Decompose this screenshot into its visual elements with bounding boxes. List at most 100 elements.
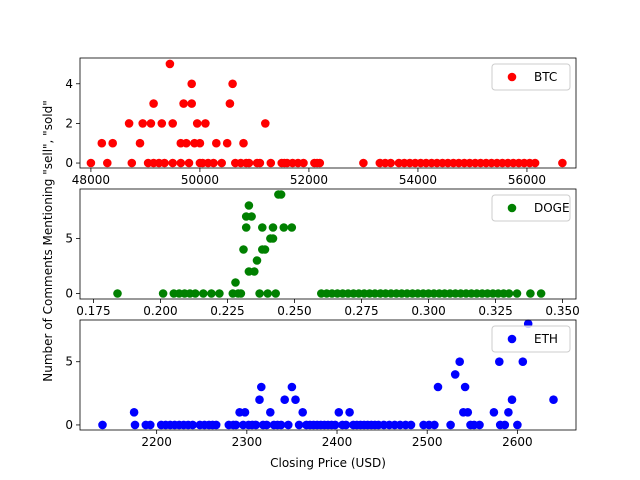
data-point [330,420,340,430]
data-point [129,408,139,417]
data-point [241,223,251,232]
data-point [475,420,484,430]
data-point [276,190,286,199]
data-point [201,119,210,128]
data-point [341,420,351,430]
x-tick-label: 0.175 [76,304,110,318]
data-point [299,158,308,168]
data-point [460,382,470,392]
x-tick-label: 0.325 [478,304,512,318]
data-point [276,420,286,430]
data-point [500,420,510,430]
data-point [168,158,177,168]
chart-panels: 48000 50000 52000 54000 56000 0 2 4 BTC 0.175 0.20… [65,57,580,449]
x-tick-label: 52000 [290,173,328,187]
data-point [260,245,270,254]
data-point [284,420,293,430]
data-point [518,357,528,367]
data-point [98,420,107,430]
data-point [138,119,147,128]
data-point [108,138,117,148]
data-point [430,420,439,430]
data-point [165,59,175,69]
data-point [298,408,308,417]
data-point [127,158,137,168]
data-point [225,99,235,108]
data-point [252,256,262,265]
data-point [504,408,513,417]
data-point [433,382,443,392]
legend-label: BTC [534,70,557,84]
y-tick-label: 0 [65,287,73,301]
data-point [262,420,272,430]
data-point [291,395,300,405]
series-points [98,319,558,430]
data-point [266,158,276,168]
data-point [103,158,112,168]
data-point [207,289,216,298]
data-point [187,79,196,89]
x-tick-label: 2200 [141,435,172,449]
data-point [536,289,546,298]
data-point [463,408,473,417]
data-point [255,158,265,168]
data-point [124,119,134,128]
data-point [261,119,270,128]
data-point [157,119,167,128]
data-point [211,420,221,430]
data-point [188,420,197,430]
data-point [199,289,208,298]
y-tick-label: 5 [65,232,73,246]
data-point [184,158,194,168]
y-tick-label: 0 [65,418,73,432]
data-point [406,420,416,430]
data-point [192,119,202,128]
data-point [526,289,535,298]
data-point [287,223,297,232]
legend-label: DOGE [534,201,570,215]
data-point [446,420,455,430]
data-point [507,395,517,405]
y-tick-label: 4 [65,77,73,91]
data-point [86,158,96,168]
data-point [179,99,188,108]
legend-marker [507,334,517,344]
data-point [549,395,558,405]
y-tick-label: 2 [65,116,73,130]
y-tick-label: 5 [65,355,73,369]
data-point [450,370,460,379]
data-point [345,408,354,417]
legend: ETH [491,325,571,353]
x-axis-label: Closing Price (USD) [270,456,386,470]
panel-btc: 48000 50000 52000 54000 56000 0 2 4 BTC [65,57,577,187]
plot-frame [79,57,577,169]
data-point [168,119,177,128]
data-point [240,408,250,417]
data-point [251,420,261,430]
data-point [257,382,266,392]
data-point [315,158,325,168]
x-tick-label: 0.350 [545,304,579,318]
data-point [209,158,218,168]
data-point [228,79,237,89]
data-point [359,158,368,168]
x-tick-label: 2300 [232,435,263,449]
x-tick-label: 0.200 [143,304,177,318]
data-point [195,138,205,148]
legend-marker [507,203,517,213]
x-tick-label: 2600 [502,435,533,449]
data-point [146,420,155,430]
data-point [212,138,221,148]
data-point [386,158,396,168]
data-point [217,158,226,168]
data-point [146,119,156,128]
data-point [334,408,344,417]
data-point [504,289,514,298]
legend-label: ETH [534,332,558,346]
data-point [187,99,196,108]
panel-doge: 0.175 0.200 0.225 0.250 0.275 0.300 0.325 0.350… [65,188,580,318]
data-point [247,212,256,221]
y-axis-label: Number of Comments Mentioning "sell", "s… [41,100,55,382]
data-point [271,289,281,298]
